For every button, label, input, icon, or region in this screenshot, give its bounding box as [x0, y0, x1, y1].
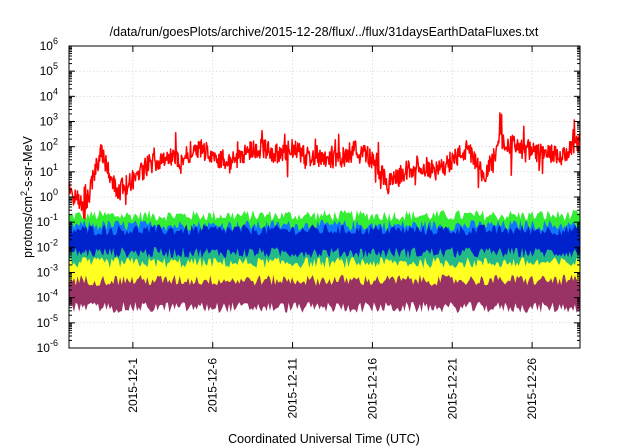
y-tick-label: 100 [40, 187, 58, 204]
line-series [68, 112, 581, 220]
y-tick-labels: 10-610-510-410-310-210-11001011021031041… [37, 36, 58, 355]
y-tick-exponent: -2 [50, 237, 58, 247]
y-tick-base: 10 [37, 341, 51, 355]
y-tick-label: 10-3 [37, 263, 58, 280]
y-tick-exponent: 0 [53, 187, 58, 197]
y-tick-label: 102 [40, 137, 58, 154]
x-tick-label: 2015-12-11 [286, 358, 300, 419]
y-tick-base: 10 [40, 115, 54, 129]
y-tick-label: 10-1 [37, 212, 58, 229]
axis-ticks [69, 45, 580, 349]
y-tick-label: 104 [40, 86, 58, 103]
y-tick-base: 10 [37, 266, 51, 280]
y-tick-label: 105 [40, 61, 58, 78]
y-tick-label: 106 [40, 36, 58, 53]
y-tick-exponent: 3 [53, 112, 58, 122]
y-tick-base: 10 [40, 165, 54, 179]
y-tick-base: 10 [37, 316, 51, 330]
x-axis-label: Coordinated Universal Time (UTC) [228, 432, 420, 446]
y-tick-exponent: -3 [50, 263, 58, 273]
y-tick-exponent: -5 [50, 313, 58, 323]
y-tick-exponent: 1 [53, 162, 58, 172]
y-tick-base: 10 [40, 190, 54, 204]
y-tick-label: 103 [40, 112, 58, 129]
y-tick-exponent: -1 [50, 212, 58, 222]
y-tick-exponent: -6 [50, 338, 58, 348]
y-tick-exponent: 2 [53, 137, 58, 147]
band-series [69, 209, 580, 314]
y-tick-base: 10 [40, 89, 54, 103]
y-tick-base: 10 [40, 64, 54, 78]
y-tick-exponent: -4 [50, 288, 58, 298]
x-tick-label: 2015-12-21 [445, 358, 459, 420]
x-tick-label: 2015-12-16 [365, 358, 379, 420]
y-tick-base: 10 [37, 291, 51, 305]
x-tick-labels: 2015-12-1 2015-12-6 2015-12-11 2015-12-16 20… [126, 358, 539, 420]
y-tick-exponent: 5 [53, 61, 58, 71]
x-tick-label: 2015-12-1 [126, 358, 140, 413]
chart-title: /data/run/goesPlots/archive/2015-12-28/f… [110, 25, 539, 39]
y-tick-label: 101 [40, 162, 58, 179]
y-axis-label-base: protons/cm [21, 196, 35, 258]
x-tick-label: 2015-12-26 [525, 358, 539, 420]
y-axis-label-rest: -s-sr-MeV [21, 135, 35, 191]
y-tick-exponent: 4 [53, 86, 58, 96]
y-tick-base: 10 [40, 39, 54, 53]
y-tick-base: 10 [40, 140, 54, 154]
y-tick-base: 10 [37, 215, 51, 229]
x-tick-label: 2015-12-6 [206, 358, 220, 413]
band-6 [69, 274, 580, 314]
y-tick-exponent: 6 [53, 36, 58, 46]
y-tick-label: 10-6 [37, 338, 58, 355]
y-tick-label: 10-4 [37, 288, 58, 305]
series-line-1 [68, 112, 581, 220]
y-axis-label-sup: 2 [19, 191, 29, 196]
y-axis-label: protons/cm2-s-sr-MeV [19, 135, 35, 257]
y-tick-base: 10 [37, 240, 51, 254]
y-tick-label: 10-2 [37, 237, 58, 254]
y-tick-label: 10-5 [37, 313, 58, 330]
